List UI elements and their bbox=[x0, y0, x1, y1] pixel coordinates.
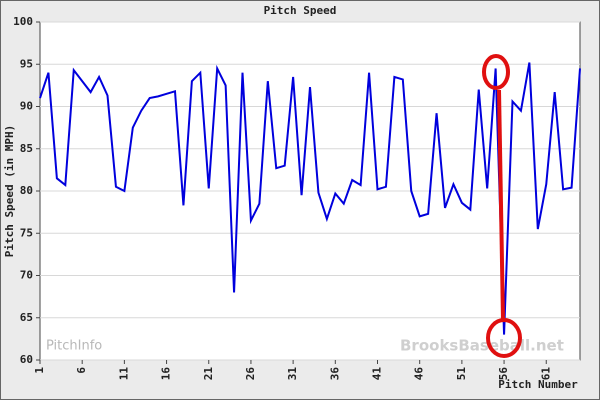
watermark: BrooksBaseball.net bbox=[400, 337, 564, 355]
watermark: PitchInfo bbox=[46, 339, 102, 354]
x-tick-label: 51 bbox=[455, 367, 468, 381]
annotation bbox=[482, 54, 522, 358]
x-tick-label: 6 bbox=[75, 367, 88, 374]
y-tick-label: 95 bbox=[20, 57, 33, 70]
x-tick-label: 61 bbox=[539, 367, 552, 381]
y-tick-label: 85 bbox=[20, 142, 33, 155]
y-tick-label: 75 bbox=[20, 226, 33, 239]
x-tick-label: 26 bbox=[244, 367, 257, 381]
highlight-circle bbox=[486, 318, 522, 358]
x-tick-label: 11 bbox=[117, 367, 130, 381]
x-tick-label: 41 bbox=[371, 367, 384, 381]
x-tick-label: 1 bbox=[33, 367, 46, 374]
x-tick-label: 56 bbox=[497, 367, 510, 381]
x-tick-label: 31 bbox=[286, 367, 299, 381]
y-axis-label: Pitch Speed (in MPH) bbox=[3, 125, 16, 257]
x-tick-label: 21 bbox=[202, 367, 215, 381]
y-tick-label: 60 bbox=[20, 353, 33, 366]
highlight-line bbox=[497, 89, 505, 321]
chart-title: Pitch Speed bbox=[264, 4, 337, 17]
x-axis-label: Pitch Number bbox=[498, 378, 578, 391]
data-line bbox=[39, 62, 581, 335]
x-tick-label: 46 bbox=[413, 367, 426, 381]
y-tick-label: 90 bbox=[20, 100, 33, 113]
highlight-circle bbox=[482, 54, 510, 90]
x-tick-label: 36 bbox=[328, 367, 341, 381]
y-tick-label: 100 bbox=[13, 15, 33, 28]
y-tick-label: 70 bbox=[20, 269, 33, 282]
y-tick-label: 80 bbox=[20, 184, 33, 197]
y-tick-label: 65 bbox=[20, 311, 33, 324]
x-tick-label: 16 bbox=[160, 367, 173, 381]
